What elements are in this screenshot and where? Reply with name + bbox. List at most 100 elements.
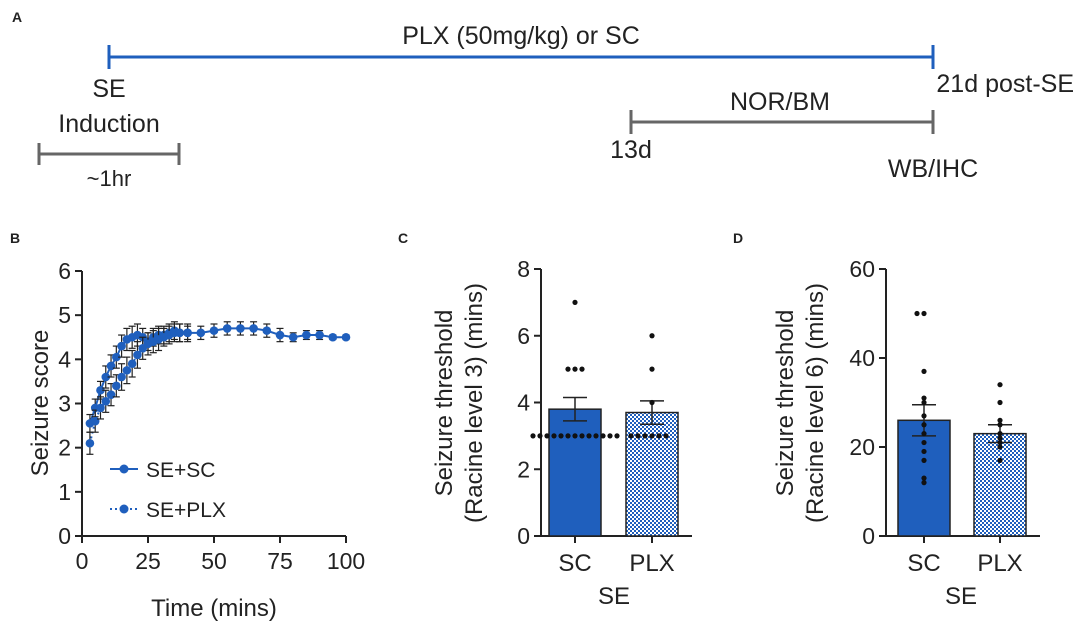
legend-marker-se-sc [119,464,129,474]
c-data-point [579,433,585,439]
b-point-se-plx [101,396,111,406]
d-data-point [921,457,927,463]
b-point-se-sc [112,352,121,362]
b-point-se-plx [90,416,100,426]
panel-d-label: D [733,230,743,246]
c-y-tick-label: 0 [517,523,530,549]
d-data-point [921,422,927,428]
b-point-se-sc [106,361,116,371]
d-y-tick-label: 40 [849,345,875,371]
b-point-se-sc [275,330,285,340]
d-y-axis-title-line2: (Racine level 6) (mins) [802,283,829,523]
panel-b-line-chart: B Seizure score Time (mins) 0 1 2 3 4 5 6 0 25 50… [10,230,365,622]
b-point-se-sc [101,372,111,382]
d-data-point [914,310,920,317]
c-y-tick-label: 8 [517,256,530,282]
c-data-point [656,433,662,439]
d-bar-plx [973,432,1027,537]
c-y-tick-label: 2 [517,456,530,482]
c-data-point [565,433,571,439]
b-point-se-sc [315,330,324,340]
b-point-se-plx [112,381,121,391]
c-data-point [530,433,536,439]
d-y-tick-label: 60 [849,256,875,282]
b-series [85,321,351,455]
c-data-point [544,433,550,439]
b-y-axis-title: Seizure score [27,330,54,477]
b-x-tick-label: 0 [76,548,89,574]
c-data-point [579,366,585,372]
legend-marker-se-plx [119,504,129,514]
d-data-point [921,399,927,406]
b-legend: SE+SC SE+PLX [110,459,226,522]
d-data-point [921,480,927,486]
c-y-tick-label: 4 [517,390,530,416]
d-data-point [921,475,927,481]
b-point-se-plx [96,403,105,413]
b-point-se-sc [222,324,232,333]
b-point-se-plx [175,328,184,338]
legend-label-se-sc: SE+SC [146,459,215,482]
c-data-point [572,433,578,439]
c-category-label: PLX [629,550,674,577]
b-point-se-sc [117,341,126,351]
c-data-point [537,433,543,439]
c-category-label: SC [558,550,591,577]
d-data-point [997,431,1003,437]
d-y-tick-label: 20 [849,434,875,460]
d-data-point [921,368,927,374]
d-data-point [997,439,1003,446]
d-data-point [997,399,1003,406]
c-bar-plx [625,411,679,537]
b-axes: 0 1 2 3 4 5 6 0 25 50 75 100 [58,258,365,574]
end-day-label: 21d post-SE [936,70,1074,98]
c-data-point [551,433,557,439]
c-y-tick-label: 6 [517,323,530,349]
b-point-se-sc [288,332,298,342]
c-bar-sc [548,408,602,537]
c-data-point [558,433,564,439]
behavior-label: NOR/BM [730,88,830,116]
b-point-se-sc [236,324,245,333]
c-y-axis-title-line2: (Racine level 3) (mins) [461,283,488,523]
c-data-point [614,433,620,439]
c-data-point [663,433,669,439]
induction-duration: ~1hr [87,166,132,191]
b-point-se-plx [133,350,142,360]
b-point-se-plx [122,366,132,375]
d-data-point [921,310,927,317]
d-data-point [921,413,927,419]
c-data-point [649,433,655,439]
c-data-point [586,433,592,439]
b-y-tick-label: 1 [58,479,71,505]
d-data-point [997,422,1003,428]
c-data-point [649,399,655,406]
d-plot: 0 20 40 60 SC PLX [849,256,1040,577]
c-data-point [565,366,571,372]
d-data-point [921,431,927,437]
panel-a-label: A [12,9,22,25]
b-x-tick-label: 100 [327,548,365,574]
b-y-tick-label: 5 [58,302,71,328]
d-data-point [997,457,1003,463]
d-category-label: PLX [977,550,1022,577]
b-x-axis-title: Time (mins) [151,595,277,622]
d-data-point [921,448,927,455]
legend-label-se-plx: SE+PLX [146,499,226,522]
b-x-tick-label: 25 [135,548,161,574]
d-y-axis-title-line1: Seizure threshold [772,310,799,497]
b-point-se-sc [341,332,351,342]
b-point-se-plx [117,372,126,382]
c-data-point [628,433,634,439]
c-y-axis-title-line1: Seizure threshold [431,310,458,497]
c-data-point [635,433,641,439]
panel-d-bar-chart: D Seizure threshold (Racine level 6) (mi… [733,230,1040,610]
b-point-se-sc [302,330,311,340]
panel-b-label: B [10,230,20,246]
c-data-point [593,433,599,439]
b-y-tick-label: 0 [58,523,71,549]
c-data-point [572,366,578,372]
b-y-tick-label: 2 [58,435,71,461]
b-point-se-sc [196,328,206,338]
